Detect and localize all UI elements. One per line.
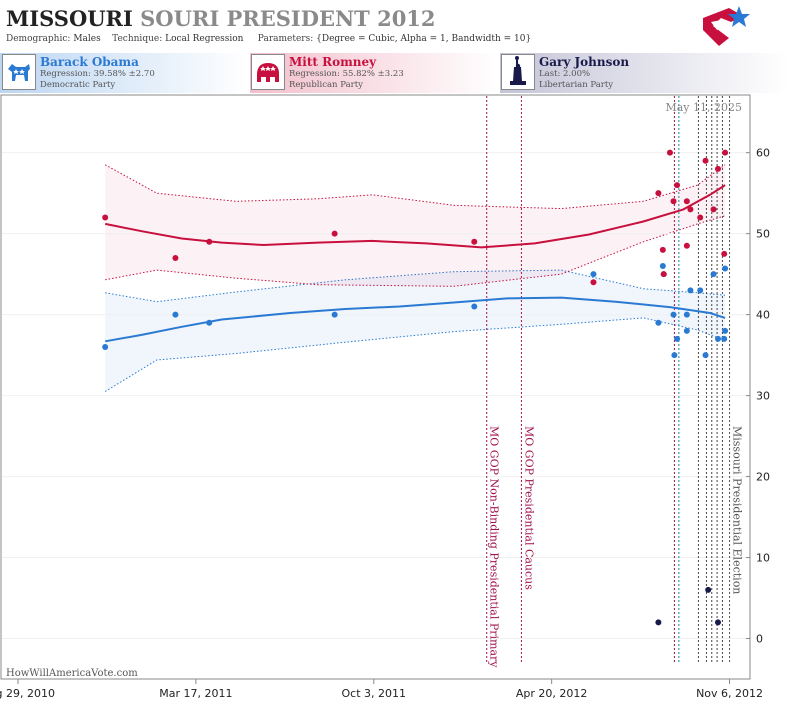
poll-point [670,198,677,205]
poll-point [172,254,179,261]
statue-of-liberty-icon [501,54,535,90]
trend-line-0 [105,296,726,343]
y-tick-label: 60 [756,147,770,160]
poll-point [683,311,690,318]
poll-point [655,190,662,197]
event-label: MO GOP Non-Binding Presidential Primary [488,426,501,668]
date-stamp: May 11, 2025 [665,101,742,114]
candidate-last-value: Last: 2.00% [539,69,591,79]
poll-point [721,335,728,342]
poll-point [660,271,667,278]
poll-point [714,619,721,626]
parameters-value: {Degree = Cubic, Alpha = 1, Bandwidth = … [316,34,532,44]
poll-point [722,265,729,272]
band-upper-line-0 [105,269,726,303]
title-race: SOURI PRESIDENT 2012 [140,6,436,31]
band-upper-line-1 [104,164,726,210]
site-credit: HowWillAmericaVote.com [6,668,138,679]
poll-point [671,352,678,359]
poll-point [721,250,728,257]
candidate-legend-background [0,53,789,93]
poll-point [714,335,721,342]
band-lower-line-0 [104,317,726,392]
poll-point [590,271,597,278]
poll-point [674,182,681,189]
poll-point [206,319,213,326]
y-tick-label: 30 [756,390,770,403]
y-tick-label: 50 [756,228,770,241]
poll-point [659,246,666,253]
x-tick-label: Oct 3, 2011 [342,687,407,700]
poll-point [683,327,690,334]
y-tick-label: 10 [756,552,770,565]
y-tick-label: 40 [756,309,770,322]
technique-value: Local Regression [165,34,244,44]
x-tick-label: Aug 29, 2010 [0,687,55,700]
x-tick-label: Mar 17, 2011 [159,687,232,700]
poll-point [655,619,662,626]
poll-point [710,271,717,278]
poll-point [687,287,694,294]
header: MISSOURI SOURI PRESIDENT 2012 Demographi… [0,0,789,50]
technique-label: Technique: [112,34,163,44]
candidate-name: Mitt Romney [289,55,377,69]
donkey-icon [2,54,36,90]
y-tick-label: 0 [756,633,763,646]
poll-point [722,149,729,156]
candidate-name: Gary Johnson [539,55,630,69]
elephant-icon [251,54,285,90]
parameters-label: Parameters: [257,34,314,44]
confidence-band-0 [105,270,726,392]
candidate-regression: Regression: 39.58% ±2.70 [40,69,155,79]
poll-point [102,344,109,351]
poll-point [683,198,690,205]
demographic-value: Males [73,34,101,44]
candidate-name: Barack Obama [40,55,139,69]
event-label: MO GOP Presidential Caucus [522,426,535,590]
candidate-legend: Barack Obama Regression: 39.58% ±2.70 De… [0,53,789,93]
poll-point [590,279,597,286]
event-label: Missouri Presidential Election [731,426,744,594]
poll-point [710,206,717,213]
poll-point [697,214,704,221]
poll-point [331,230,338,237]
poll-point [670,311,677,318]
poll-point [714,165,721,172]
poll-point [471,303,478,310]
demographic-label: Demographic: [6,34,71,44]
y-tick-label: 20 [756,471,770,484]
poll-point [674,335,681,342]
poll-point [722,327,729,334]
candidate-party: Republican Party [289,80,363,90]
poll-point [471,238,478,245]
title-state: MISSOURI [6,6,133,31]
x-tick-label: Nov 6, 2012 [696,687,763,700]
poll-point [206,238,213,245]
plot-area-frame [0,94,751,680]
candidate-party: Libertarian Party [539,80,614,90]
band-lower-line-1 [105,215,726,287]
candidate-regression: Regression: 55.82% ±3.23 [289,69,404,79]
polling-chart: MO GOP Non-Binding Presidential Primary M… [0,94,770,700]
poll-point [331,311,338,318]
poll-point [702,157,709,164]
poll-point [655,319,662,326]
poll-point [705,586,712,593]
poll-point [172,311,179,318]
poll-point [702,352,709,359]
poll-point [666,149,673,156]
poll-point [687,206,694,213]
site-logo-icon [703,6,750,46]
candidate-party: Democratic Party [40,80,116,90]
poll-point [683,242,690,249]
x-tick-label: Apr 20, 2012 [516,687,588,700]
poll-point [697,287,704,294]
page-title: MISSOURI SOURI PRESIDENT 2012 [6,6,436,31]
poll-point [102,214,109,221]
confidence-band-1 [105,164,726,287]
trend-line-1 [105,184,726,249]
poll-point [659,263,666,270]
chart-parameters: Demographic: Males Technique: Local Regr… [6,34,531,44]
